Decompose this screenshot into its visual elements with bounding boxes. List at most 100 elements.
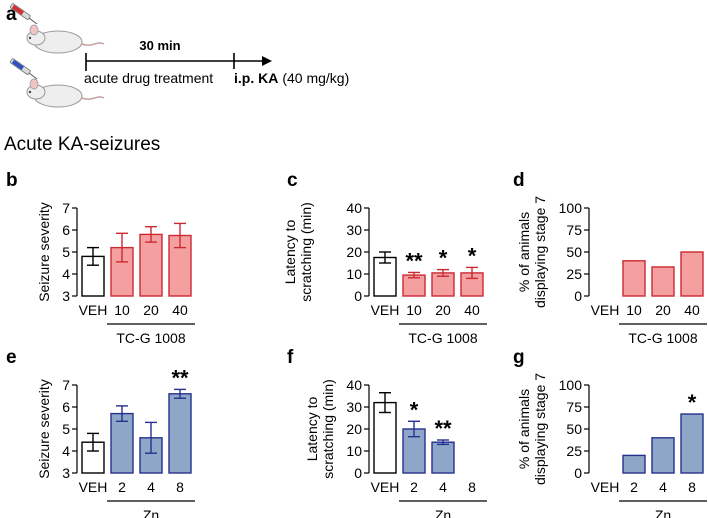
x-tick-label: 2: [630, 479, 638, 495]
significance-marker: *: [439, 246, 448, 271]
x-tick-label: 40: [172, 302, 188, 318]
significance-marker: **: [434, 416, 452, 441]
x-tick-label: VEH: [591, 479, 620, 495]
injection-dose: (40 mg/kg): [282, 70, 349, 86]
group-label: TC-G 1008: [408, 330, 477, 346]
y-tick-label: 7: [62, 200, 70, 216]
x-tick-label: 8: [176, 479, 184, 495]
y-tick-label: 20: [346, 421, 362, 437]
x-tick-label: 2: [410, 479, 418, 495]
y-tick-label: 6: [62, 399, 70, 415]
x-tick-label: 4: [439, 479, 447, 495]
x-tick-label: 40: [464, 302, 480, 318]
y-tick-label: 30: [346, 399, 362, 415]
significance-marker: *: [688, 390, 697, 415]
panel-letter-g: g: [513, 347, 525, 368]
bar: [680, 413, 704, 474]
significance-marker: *: [468, 243, 477, 268]
y-tick-label: 75: [566, 399, 582, 415]
panel-letter-c: c: [287, 170, 298, 191]
x-tick-label: 40: [684, 302, 700, 318]
y-tick-label: 3: [62, 465, 70, 481]
y-tick-label: 0: [574, 288, 582, 304]
y-tick-label: 30: [346, 222, 362, 238]
group-label: TC-G 1008: [628, 330, 697, 346]
y-tick-label: 5: [62, 244, 70, 260]
panel-letter-b: b: [6, 170, 18, 191]
y-tick-label: 40: [346, 377, 362, 393]
group-label: TC-G 1008: [116, 330, 185, 346]
y-tick-label: 25: [566, 443, 582, 459]
x-tick-label: 20: [143, 302, 159, 318]
y-tick-label: 100: [559, 377, 583, 393]
x-tick-label: VEH: [591, 302, 620, 318]
y-tick-label: 7: [62, 377, 70, 393]
bar: [110, 412, 134, 474]
y-tick-label: 3: [62, 288, 70, 304]
timeline-arrowhead: [262, 56, 272, 66]
y-tick-label: 75: [566, 222, 582, 238]
x-tick-label: VEH: [79, 479, 108, 495]
y-tick-label: 5: [62, 421, 70, 437]
x-tick-label: VEH: [371, 479, 400, 495]
y-tick-label: 0: [574, 465, 582, 481]
bar: [431, 441, 455, 474]
y-axis-label: Seizure severity: [36, 379, 52, 479]
chart-f: f 0 10 20 30 40 Latency toscratching (min) VEH *…: [287, 347, 487, 518]
x-tick-label: VEH: [79, 302, 108, 318]
y-tick-label: 20: [346, 244, 362, 260]
mouse-red-syringe-icon: [9, 3, 105, 54]
y-tick-label: 50: [566, 244, 582, 260]
y-tick-label: 4: [62, 266, 70, 282]
pretreatment-label: acute drug treatment: [84, 70, 213, 86]
chart-b: b 3 4 5 6 7 Seizure severity VEH 10 20 40 TC-G 1008: [6, 170, 195, 346]
x-tick-label: 20: [655, 302, 671, 318]
y-axis-label: Seizure severity: [36, 202, 52, 302]
bar: [651, 266, 675, 297]
x-tick-label: VEH: [371, 302, 400, 318]
x-tick-label: 10: [406, 302, 422, 318]
x-tick-label: 4: [147, 479, 155, 495]
y-axis-label: Latency toscratching (min): [304, 379, 336, 479]
panel-letter-f: f: [287, 347, 294, 368]
section-title: Acute KA-seizures: [4, 134, 160, 155]
y-tick-label: 4: [62, 443, 70, 459]
chart-g: g 0 25 50 75 100 % of animalsdisplaying stage …: [513, 347, 707, 518]
y-axis-label: Latency toscratching (min): [282, 202, 314, 302]
x-tick-label: 8: [468, 479, 476, 495]
bar: [622, 454, 646, 474]
injection-label: i.p. KA (40 mg/kg): [234, 70, 349, 86]
chart-e: e 3 4 5 6 7 Seizure severity VEH 2 4 ** 8 Zn: [6, 347, 195, 518]
y-tick-label: 10: [346, 443, 362, 459]
y-tick-label: 100: [559, 200, 583, 216]
x-tick-label: 10: [626, 302, 642, 318]
significance-marker: **: [405, 248, 423, 273]
y-tick-label: 0: [354, 288, 362, 304]
panel-letter-d: d: [513, 170, 525, 191]
duration-label: 30 min: [139, 38, 180, 53]
bar: [168, 393, 192, 474]
bar: [139, 233, 163, 297]
y-tick-label: 10: [346, 266, 362, 282]
y-tick-label: 6: [62, 222, 70, 238]
chart-d: d 0 25 50 75 100 % of animalsdisplaying stage …: [513, 170, 707, 346]
group-label: Zn: [435, 507, 451, 518]
injection-bold: i.p. KA: [234, 70, 278, 86]
x-tick-label: 20: [435, 302, 451, 318]
y-tick-label: 50: [566, 421, 582, 437]
y-tick-label: 25: [566, 266, 582, 282]
panel-letter-a: a: [6, 4, 17, 25]
chart-c: c 0 10 20 30 40 Latency toscratching (min) VEH *…: [282, 170, 487, 346]
bar: [680, 251, 704, 297]
panel-a: a 30 min acute drug tr: [6, 3, 349, 108]
x-tick-label: 4: [659, 479, 667, 495]
significance-marker: *: [410, 397, 419, 422]
group-label: Zn: [143, 507, 159, 518]
x-tick-label: 8: [688, 479, 696, 495]
y-axis-label: % of animalsdisplaying stage 7: [516, 373, 548, 485]
y-tick-label: 40: [346, 200, 362, 216]
bar: [622, 260, 646, 297]
y-axis-label: % of animalsdisplaying stage 7: [516, 196, 548, 308]
